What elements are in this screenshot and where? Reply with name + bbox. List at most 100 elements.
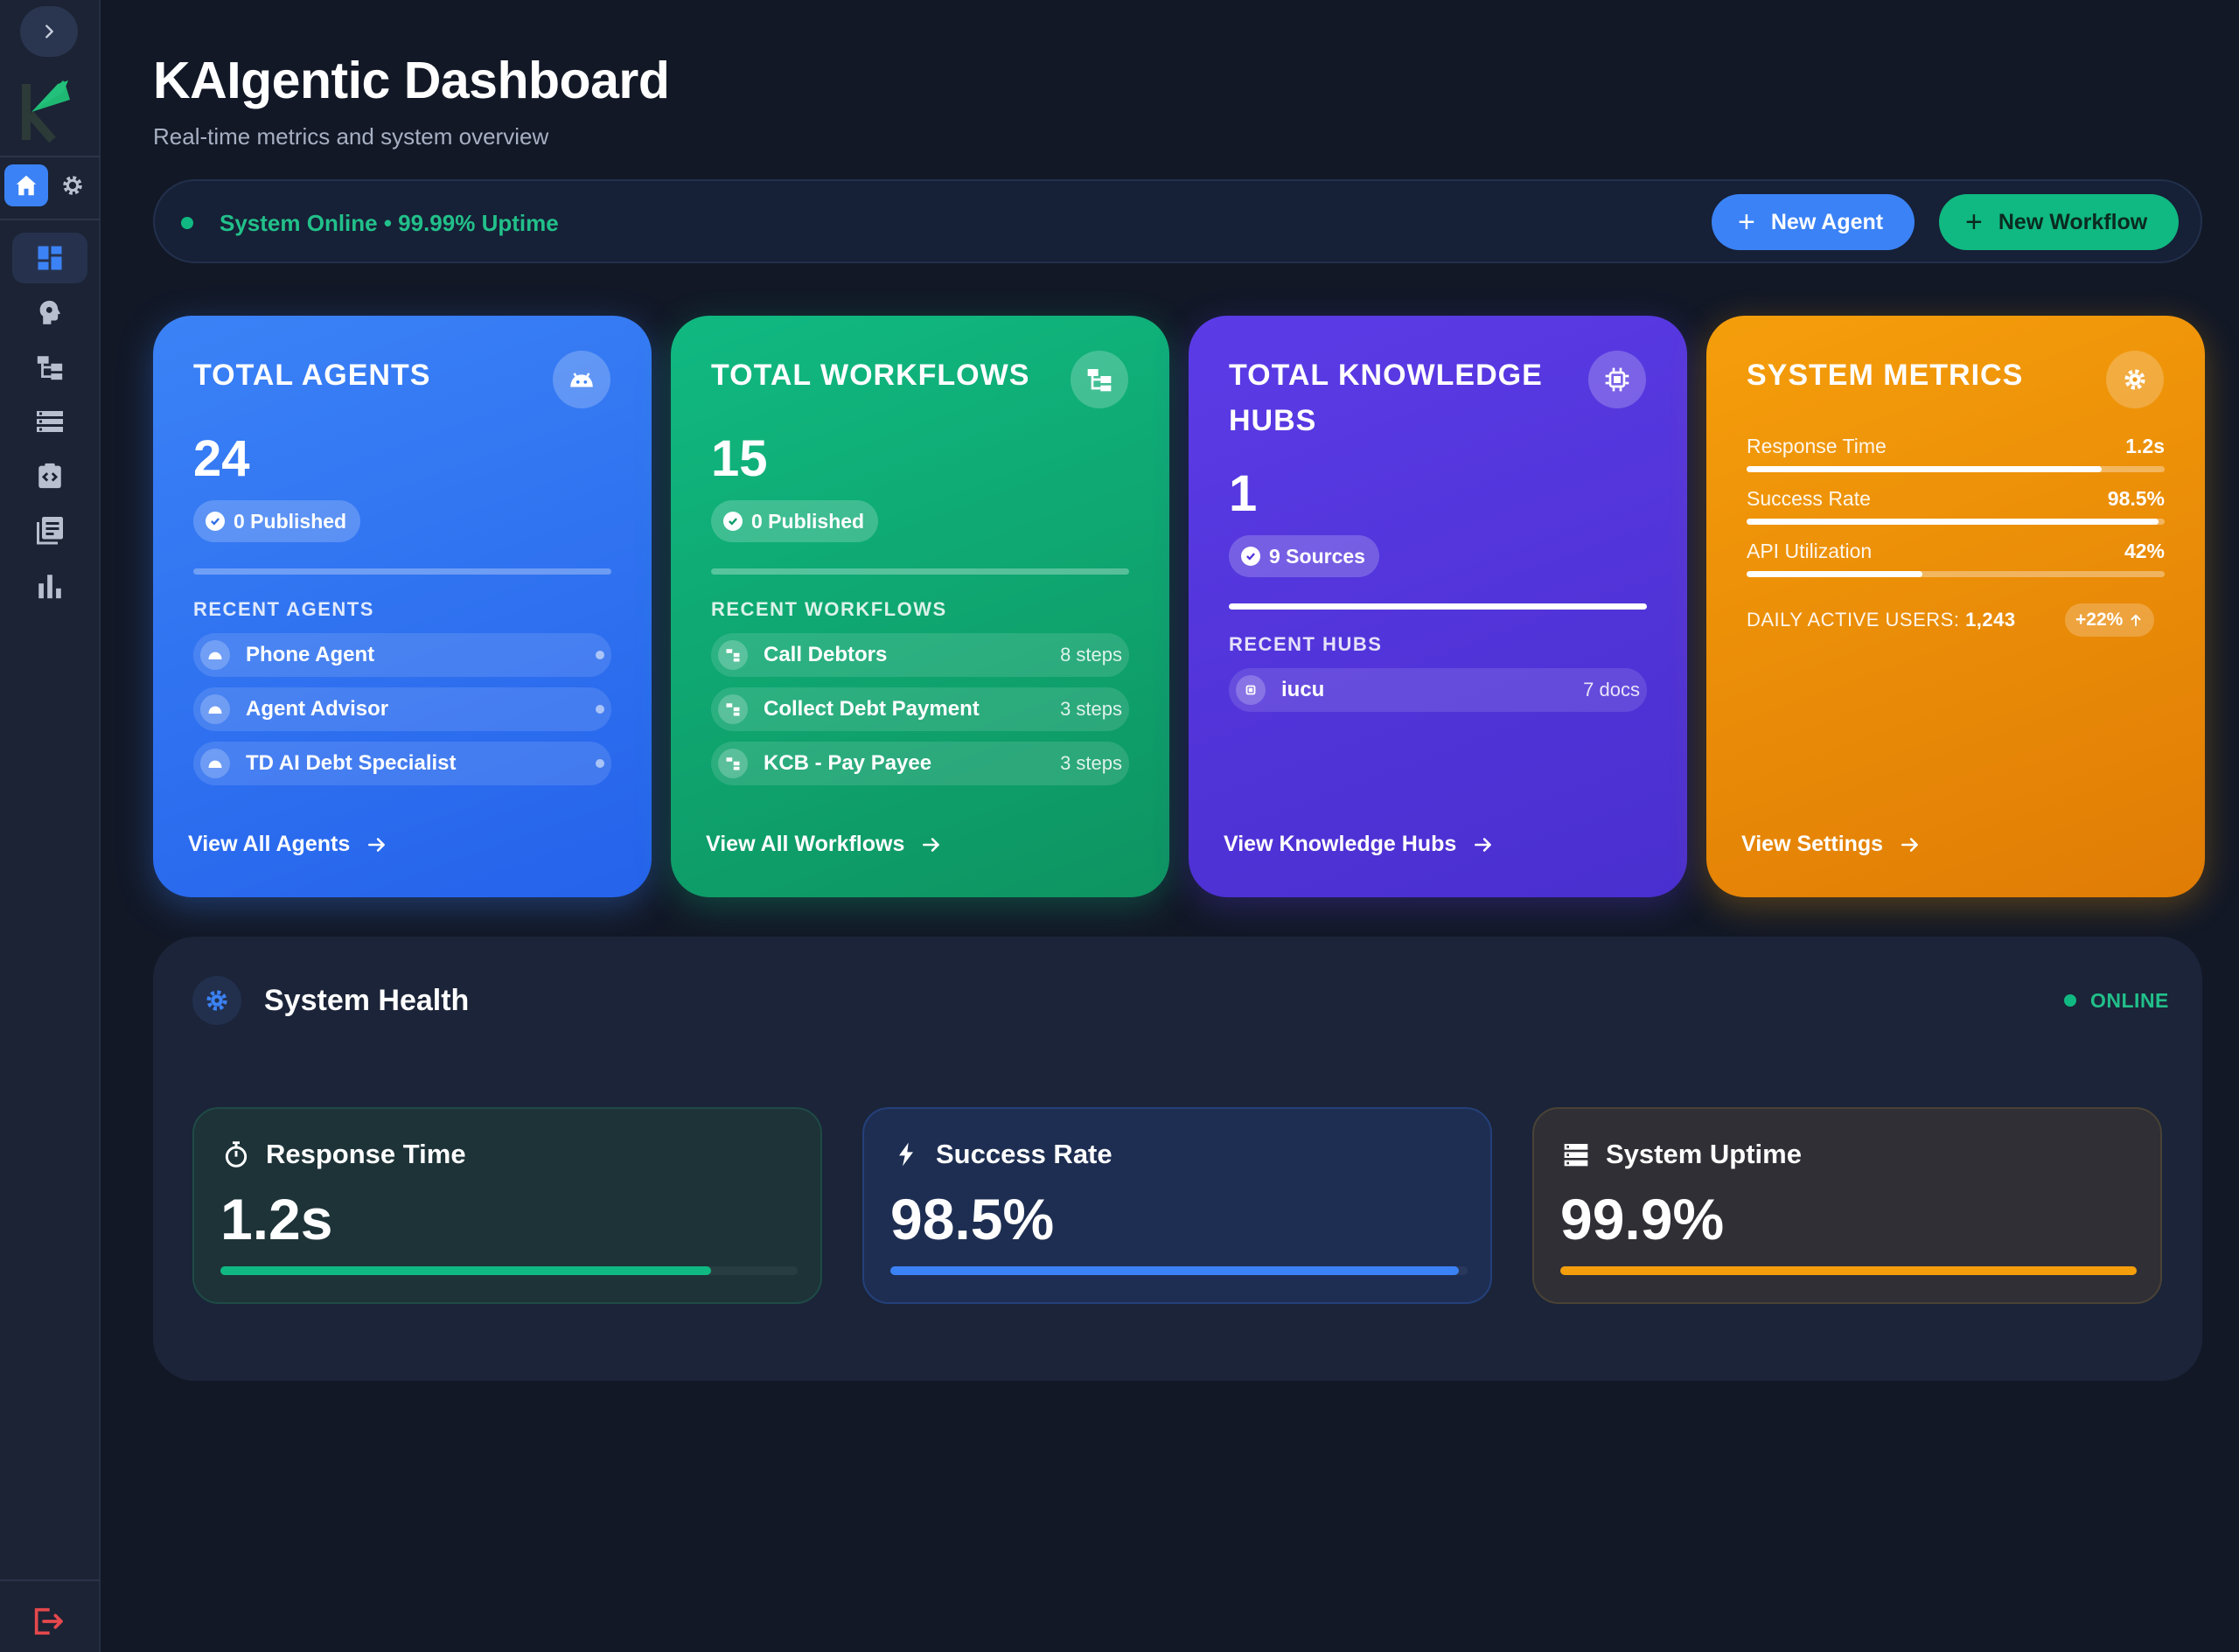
plus-icon: + [1738,206,1755,239]
arrow-up-icon [2131,614,2141,626]
settings-button[interactable] [51,164,94,206]
step-count: 3 steps [1060,752,1122,774]
health-title: System Health [264,984,470,1017]
workflow-icon [1071,351,1128,408]
check-circle-icon [206,512,225,531]
link-label: View All Workflows [706,832,905,856]
daily-active-users: DAILY ACTIVE USERS: 1,243 [1747,609,2016,631]
list-item[interactable]: Phone Agent [193,633,611,677]
brain-icon [39,300,61,324]
new-workflow-label: New Workflow [1998,209,2148,234]
published-label: 0 Published [234,509,347,533]
card-progress [711,568,1129,575]
metric-track [1747,466,2165,472]
logout-icon [34,1607,63,1635]
trend-value: +22% [2075,610,2124,630]
robot-icon [553,351,610,408]
status-dot [181,217,193,229]
link-label: View Knowledge Hubs [1224,832,1457,856]
agents-count: 24 [193,430,250,487]
workflow-name: Call Debtors [764,643,888,666]
system-metrics-card: SYSTEM METRICS Response Time 1.2s Succes… [1706,316,2205,897]
step-count: 3 steps [1060,698,1122,720]
health-fill [220,1266,711,1275]
metric-fill [1747,571,1922,577]
agent-name: Phone Agent [246,643,375,666]
health-label: Response Time [266,1139,466,1169]
workflow-icon [718,694,748,724]
metric-value: 42% [2124,540,2165,562]
total-knowledge-hubs-card: TOTAL KNOWLEDGE HUBS 1 9 Sources RECENT … [1189,316,1687,897]
arrow-right-icon [366,833,388,856]
metric-fill [1747,466,2103,472]
nav-knowledge[interactable] [12,505,87,555]
health-value: 1.2s [220,1187,333,1251]
chevron-right-icon [45,24,53,38]
section-label: RECENT WORKFLOWS [711,598,947,620]
view-settings-link[interactable]: View Settings [1741,832,1922,857]
health-fill [890,1266,1460,1275]
metric-label: API Utilization [1747,540,1873,562]
nav-agents[interactable] [12,288,87,338]
card-progress [1229,603,1647,610]
list-item[interactable]: Collect Debt Payment 3 steps [711,687,1129,731]
hubs-count: 1 [1229,465,1258,522]
card-title: TOTAL AGENTS [193,359,431,392]
list-item[interactable]: Agent Advisor [193,687,611,731]
step-count: 8 steps [1060,644,1122,666]
list-icon [37,411,63,432]
metric-fill [1747,519,2159,525]
metric-value: 98.5% [2107,487,2165,510]
card-title: TOTAL WORKFLOWS [711,359,1030,392]
sidebar-toggle-button[interactable] [20,6,78,57]
view-all-workflows-link[interactable]: View All Workflows [706,832,943,857]
stopwatch-icon [225,1141,248,1168]
view-knowledge-hubs-link[interactable]: View Knowledge Hubs [1224,832,1495,857]
sidebar-divider [0,156,101,157]
published-label: 0 Published [751,509,865,533]
new-agent-button[interactable]: + New Agent [1712,194,1915,250]
home-button[interactable] [4,164,48,206]
logout-button[interactable] [29,1602,67,1641]
nav-tools[interactable] [12,450,87,501]
list-item[interactable]: TD AI Debt Specialist [193,742,611,785]
dashboard-icon [38,246,62,270]
arrow-right-icon [1899,833,1922,856]
list-item[interactable]: Call Debtors 8 steps [711,633,1129,677]
book-icon [37,517,63,545]
clipboard-code-icon [38,463,61,489]
robot-icon [200,694,230,724]
workflow-name: Collect Debt Payment [764,697,980,721]
gear-icon [2106,351,2164,408]
nav-workflows[interactable] [12,342,87,393]
dau-label: DAILY ACTIVE USERS: [1747,609,1960,631]
nav-list[interactable] [12,396,87,447]
nav-analytics[interactable] [12,561,87,611]
card-title: SYSTEM METRICS [1747,359,2024,392]
robot-icon [200,640,230,670]
page-title: KAIgentic Dashboard [153,52,670,109]
new-workflow-button[interactable]: + New Workflow [1939,194,2179,250]
chip-icon [1236,675,1266,705]
agent-name: Agent Advisor [246,697,389,721]
hub-name: iucu [1281,678,1325,701]
chip-icon [1588,351,1646,408]
dau-value: 1,243 [1965,609,2016,631]
health-value: 98.5% [890,1187,1055,1251]
list-item[interactable]: iucu 7 docs [1229,668,1647,712]
published-badge: 0 Published [193,500,361,542]
status-dot [596,705,604,714]
health-fill [1560,1266,2138,1275]
view-all-agents-link[interactable]: View All Agents [188,832,388,857]
gear-icon [192,976,241,1025]
workflow-name: KCB - Pay Payee [764,751,932,775]
nav-dashboard[interactable] [12,233,87,283]
sidebar [0,0,101,1652]
check-circle-icon [723,512,743,531]
server-icon [1564,1144,1588,1167]
health-track [1560,1266,2138,1275]
health-card-system-uptime: System Uptime 99.9% [1532,1107,2162,1304]
link-label: View All Agents [188,832,351,856]
link-label: View Settings [1741,832,1884,856]
list-item[interactable]: KCB - Pay Payee 3 steps [711,742,1129,785]
